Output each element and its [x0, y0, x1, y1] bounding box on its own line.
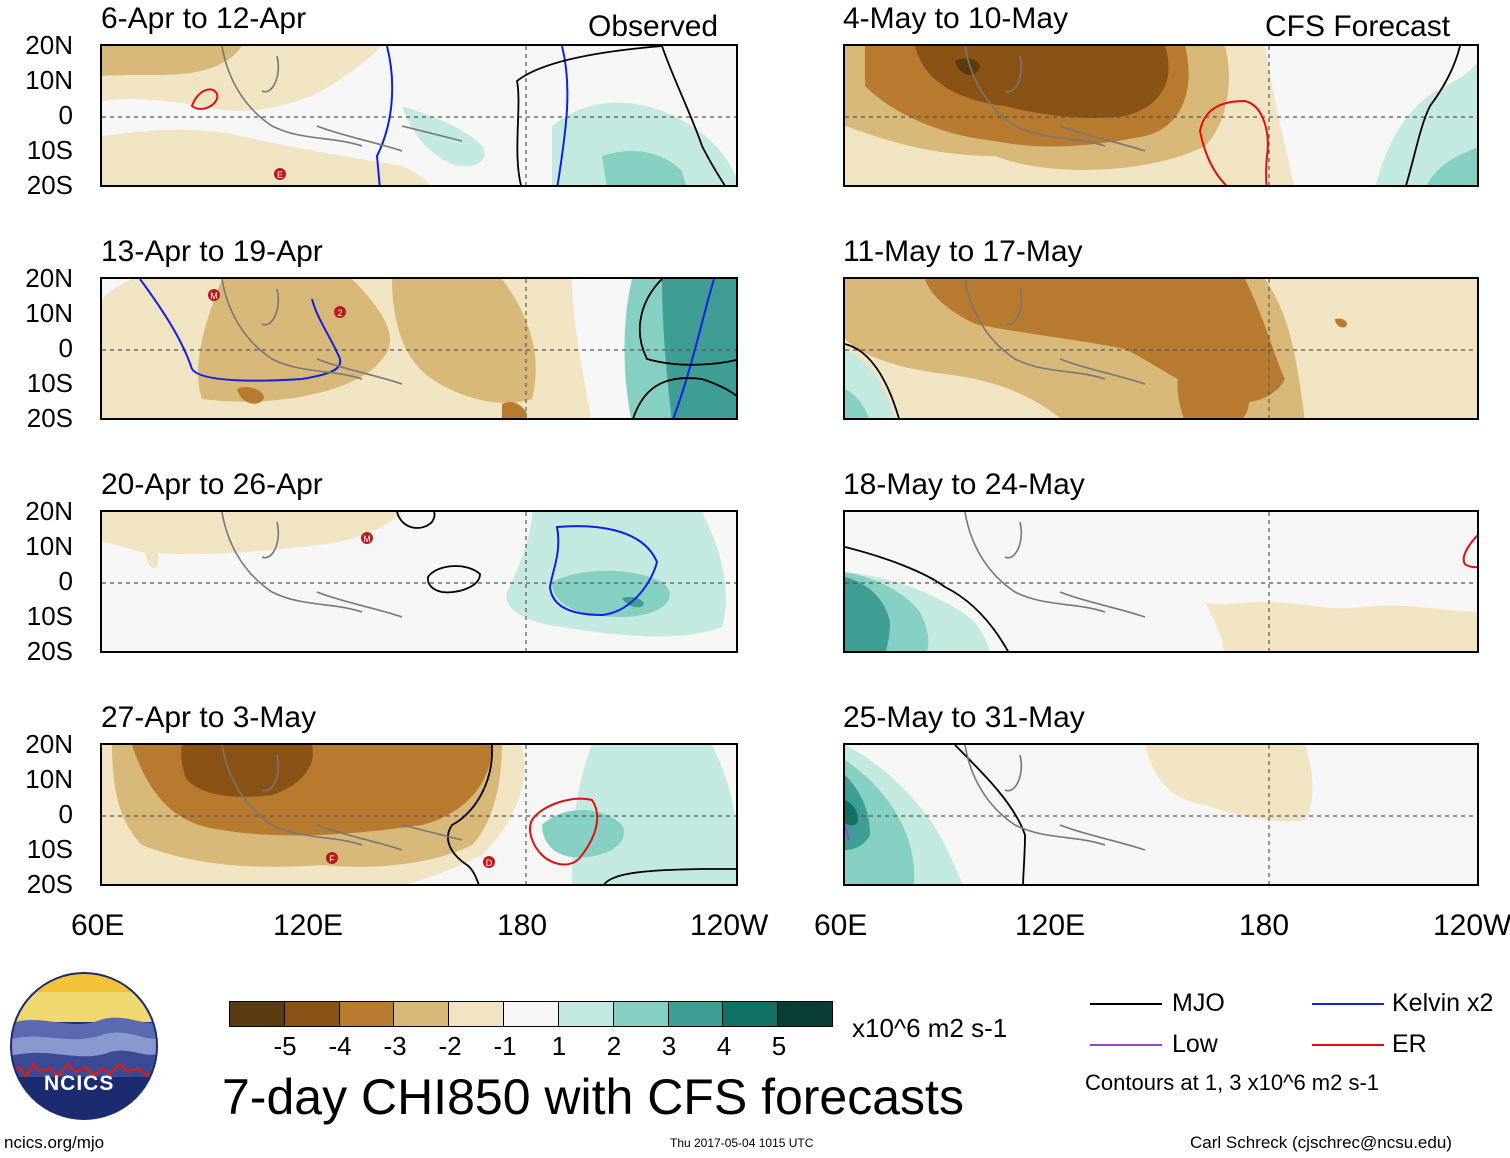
lon-label: 60E	[814, 909, 868, 942]
storm-marker: F	[326, 852, 338, 864]
lat-label: 20N	[25, 30, 73, 60]
lon-label: 120W	[1433, 909, 1510, 942]
colorbar-swatch	[613, 1002, 669, 1026]
legend-line-low	[1090, 1044, 1162, 1046]
lat-label: 20N	[25, 729, 73, 759]
legend-label-kelvin: Kelvin x2	[1392, 989, 1494, 1017]
colorbar-tick: 1	[551, 1031, 567, 1061]
lat-label: 10N	[25, 65, 73, 95]
lat-label: 20S	[26, 403, 73, 433]
colorbar-tick: -5	[273, 1031, 297, 1061]
lat-label: 10S	[26, 368, 73, 398]
storm-marker: M	[208, 289, 220, 301]
colorbar-swatch	[284, 1002, 340, 1026]
legend-label-low: Low	[1172, 1030, 1218, 1058]
colorbar-swatch	[394, 1002, 450, 1026]
storm-marker: E	[274, 168, 286, 180]
lat-label: 20N	[25, 263, 73, 293]
lon-label: 120E	[273, 909, 344, 942]
colorbar-tick: -3	[383, 1031, 407, 1061]
colorbar-units: x10^6 m2 s-1	[852, 1013, 1008, 1043]
panel-title-fcst-4: 25-May to 31-May	[843, 701, 1085, 734]
storm-marker: M	[361, 532, 373, 544]
lat-label: 0	[58, 566, 73, 596]
lat-label: 10S	[26, 834, 73, 864]
lat-label: 0	[58, 799, 73, 829]
lat-label: 10S	[26, 601, 73, 631]
lon-label: 120W	[690, 909, 769, 942]
forecast-header: CFS Forecast	[1265, 10, 1451, 43]
colorbar-swatch	[339, 1002, 395, 1026]
colorbar-tick: -1	[493, 1031, 517, 1061]
observed-header: Observed	[588, 10, 719, 43]
lon-label: 180	[1239, 909, 1290, 942]
lat-label: 0	[58, 100, 73, 130]
lat-label: 10N	[25, 298, 73, 328]
footer-url[interactable]: ncics.org/mjo	[4, 1133, 105, 1152]
lat-label: 20S	[26, 636, 73, 666]
legend-line-mjo	[1090, 1003, 1162, 1005]
lat-label: 20S	[26, 170, 73, 200]
colorbar-swatch	[558, 1002, 614, 1026]
svg-text:E: E	[277, 170, 283, 180]
svg-text:F: F	[329, 854, 335, 864]
lat-label: 0	[58, 333, 73, 363]
svg-text:M: M	[210, 291, 218, 301]
colorbar-tick: -4	[328, 1031, 352, 1061]
main-title: 7-day CHI850 with CFS forecasts	[222, 1069, 964, 1125]
lon-label: 120E	[1015, 909, 1086, 942]
panel-title-fcst-2: 11-May to 17-May	[843, 235, 1083, 268]
colorbar-swatch	[449, 1002, 505, 1026]
map-panel-fcst-1	[843, 44, 1479, 187]
panel-title-fcst-1: 4-May to 10-May	[843, 2, 1069, 35]
map-panel-fcst-4	[843, 743, 1479, 886]
panel-title-obs-4: 27-Apr to 3-May	[101, 701, 317, 734]
lat-label: 20N	[25, 496, 73, 526]
svg-text:M: M	[363, 534, 371, 544]
panel-title-obs-1: 6-Apr to 12-Apr	[101, 2, 307, 35]
colorbar-tick: 2	[606, 1031, 622, 1061]
colorbar-tick: 5	[771, 1031, 787, 1061]
lon-label: 60E	[71, 909, 125, 942]
colorbar-tick: -2	[438, 1031, 462, 1061]
lon-label: 180	[497, 909, 548, 942]
panel-title-obs-2: 13-Apr to 19-Apr	[101, 235, 323, 268]
storm-marker: 2	[334, 306, 346, 318]
panel-title-fcst-3: 18-May to 24-May	[843, 468, 1085, 501]
footer-timestamp: Thu 2017-05-04 1015 UTC	[670, 1136, 814, 1150]
colorbar-tick: 4	[716, 1031, 732, 1061]
colorbar-swatch	[723, 1002, 779, 1026]
map-panel-fcst-2	[843, 277, 1479, 420]
colorbar-swatch	[230, 1002, 285, 1026]
footer-credit: Carl Schreck (cjschrec@ncsu.edu)	[1190, 1133, 1452, 1152]
lat-label: 20S	[26, 869, 73, 899]
lat-label: 10S	[26, 135, 73, 165]
map-panel-obs-2: M 2	[100, 277, 738, 420]
logo-text: NCICS	[44, 1072, 115, 1095]
ncics-logo	[10, 972, 158, 1120]
legend-line-kelvin	[1312, 1003, 1384, 1005]
svg-text:2: 2	[337, 308, 342, 318]
legend-label-er: ER	[1392, 1030, 1427, 1058]
colorbar-swatch	[778, 1002, 832, 1026]
lat-label: 10N	[25, 764, 73, 794]
contours-note: Contours at 1, 3 x10^6 m2 s-1	[1085, 1070, 1380, 1095]
legend-label-mjo: MJO	[1172, 989, 1225, 1017]
lat-label: 10N	[25, 531, 73, 561]
svg-text:D: D	[486, 858, 493, 868]
colorbar-swatch	[504, 1002, 559, 1026]
map-panel-obs-3: M	[100, 510, 738, 653]
map-panel-fcst-3	[843, 510, 1479, 653]
colorbar-tick: 3	[661, 1031, 677, 1061]
panel-title-obs-3: 20-Apr to 26-Apr	[101, 468, 323, 501]
map-panel-obs-1: E	[100, 44, 738, 187]
map-panel-obs-4: F D	[100, 743, 738, 886]
colorbar	[229, 1001, 833, 1027]
colorbar-swatch	[668, 1002, 724, 1026]
storm-marker: D	[483, 856, 495, 868]
legend-line-er	[1312, 1044, 1384, 1046]
